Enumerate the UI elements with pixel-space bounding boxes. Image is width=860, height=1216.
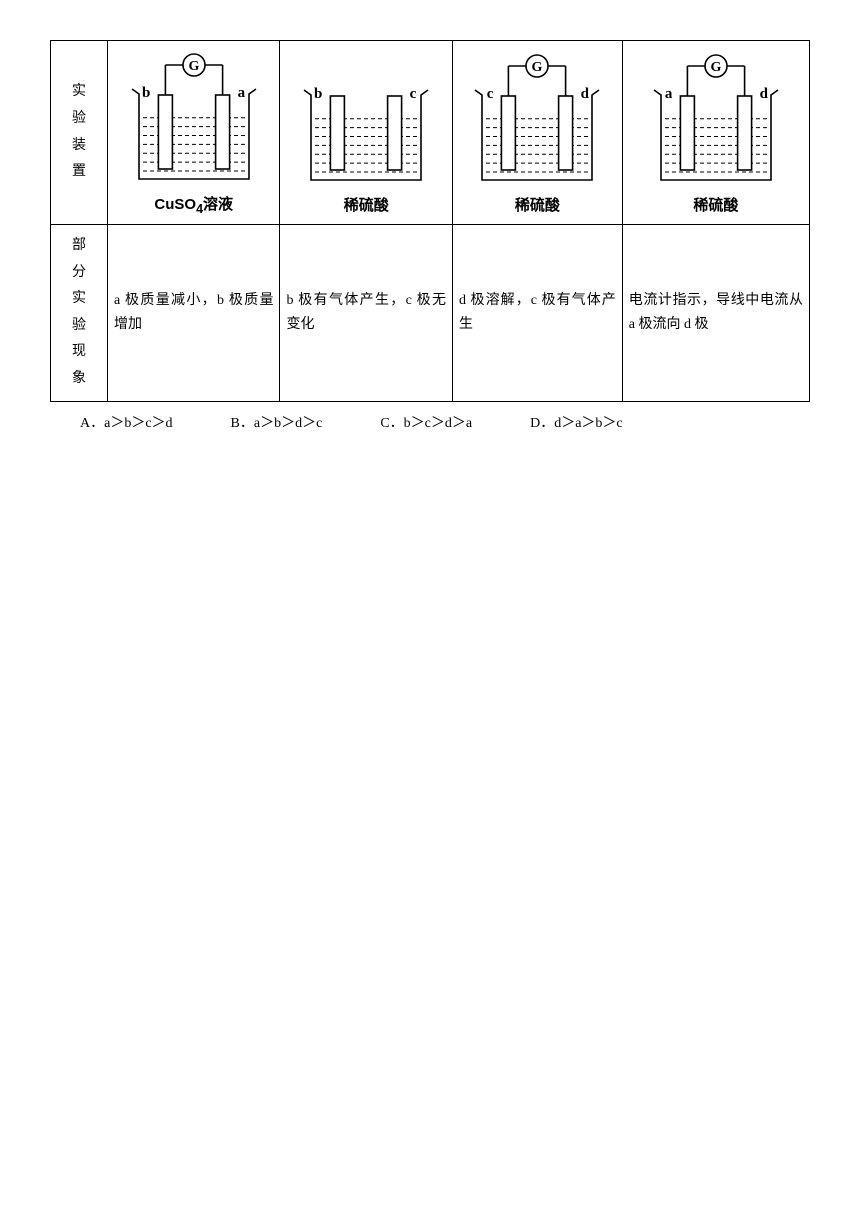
svg-text:G: G [710, 60, 721, 75]
diagram-cell-1: b c 稀硫酸 [280, 41, 452, 225]
svg-text:a: a [665, 86, 673, 102]
solution-label: CuSO4溶液 [114, 192, 274, 220]
svg-text:b: b [314, 86, 322, 102]
beaker-diagram: G a d 稀硫酸 [636, 52, 796, 218]
svg-text:c: c [487, 86, 494, 102]
option-c: C．b＞c＞d＞a [380, 412, 472, 432]
svg-text:b: b [142, 85, 150, 101]
solution-label: 稀硫酸 [286, 193, 446, 219]
observation-0: a 极质量减小，b 极质量增加 [108, 225, 280, 402]
diagram-cell-3: G a d 稀硫酸 [622, 41, 809, 225]
row1-header-text: 实验装置 [72, 84, 86, 179]
row2-header-text: 部分实验现象 [72, 238, 86, 386]
experiment-table: 实验装置 G b a CuSO4溶液 b c 稀硫酸 [50, 40, 810, 402]
diagram-cell-0: G b a CuSO4溶液 [108, 41, 280, 225]
solution-label: 稀硫酸 [457, 193, 617, 219]
option-a: A．a＞b＞c＞d [80, 412, 173, 432]
svg-text:G: G [188, 59, 199, 74]
option-b: B．a＞b＞d＞c [231, 412, 323, 432]
beaker-diagram: G c d 稀硫酸 [457, 52, 617, 218]
observation-2: d 极溶解，c 极有气体产生 [452, 225, 622, 402]
answer-options: A．a＞b＞c＞d B．a＞b＞d＞c C．b＞c＞d＞a D．d＞a＞b＞c [50, 412, 810, 432]
svg-text:G: G [532, 60, 543, 75]
beaker-diagram: b c 稀硫酸 [286, 52, 446, 218]
diagram-cell-2: G c d 稀硫酸 [452, 41, 622, 225]
beaker-diagram: G b a CuSO4溶液 [114, 51, 274, 220]
row2-header: 部分实验现象 [51, 225, 108, 402]
observation-1: b 极有气体产生，c 极无变化 [280, 225, 452, 402]
svg-text:a: a [237, 85, 245, 101]
observation-3: 电流计指示，导线中电流从 a 极流向 d 极 [622, 225, 809, 402]
svg-text:d: d [581, 86, 590, 102]
svg-text:d: d [759, 86, 768, 102]
option-d: D．d＞a＞b＞c [530, 412, 623, 432]
row1-header: 实验装置 [51, 41, 108, 225]
svg-text:c: c [410, 86, 417, 102]
solution-label: 稀硫酸 [636, 193, 796, 219]
